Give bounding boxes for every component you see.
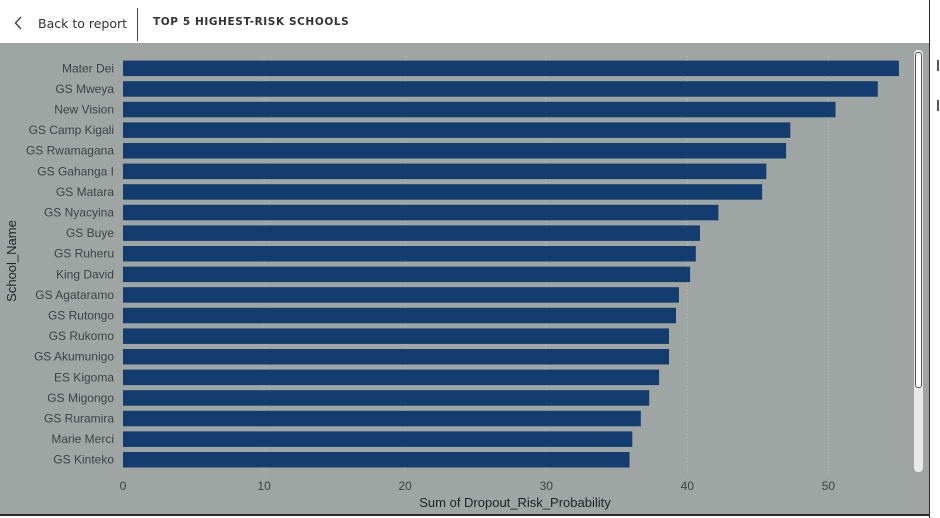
bar-chart: Mater Dei GS Mweya New Vision GS Camp Kigal… [0,43,929,514]
header-divider [137,8,138,41]
bar[interactable] [123,328,669,344]
back-to-report-button[interactable]: Back to report [14,12,127,34]
category-label: GS Nyacyina [44,206,114,220]
vertical-scrollbar[interactable] [914,50,923,472]
category-label: Marie Merci [51,432,114,446]
category-label: GS Rwamagana [26,144,114,158]
bar-chart-svg: Mater Dei GS Mweya New Vision GS Camp Kigal… [4,56,899,510]
edge-mark [937,100,939,111]
bar[interactable] [123,163,767,180]
bar[interactable] [123,143,787,159]
category-label: GS Akumunigo [34,350,114,364]
x-tick-label: 50 [822,479,836,493]
x-tick-label: 30 [540,479,554,493]
bar[interactable] [123,246,696,262]
bar[interactable] [123,225,700,241]
category-label: GS Kinteko [53,453,114,467]
bar[interactable] [123,266,691,283]
bar[interactable] [123,122,791,138]
category-label: ES Kigoma [54,370,114,384]
bar[interactable] [123,287,679,303]
scrollbar-thumb[interactable] [915,52,922,388]
page-title: TOP 5 HIGHEST-RISK SCHOOLS [153,16,350,28]
x-tick-label: 20 [398,479,412,493]
bar[interactable] [123,349,669,365]
category-label: GS Agataramo [35,288,114,302]
bar[interactable] [123,452,630,468]
category-label: GS Matara [56,185,114,199]
bar[interactable] [123,101,836,118]
category-label: GS Buye [66,226,114,240]
bar[interactable] [123,204,719,221]
back-button-label: Back to report [38,15,128,31]
y-axis-label: School_Name [4,220,19,302]
bar[interactable] [123,81,878,97]
header-bar: Back to report TOP 5 HIGHEST-RISK SCHOOL… [0,0,929,43]
category-label: GS Ruramira [44,412,114,426]
category-label: GS Rukomo [49,329,115,343]
category-label: GS Mweya [55,82,114,96]
category-label: King David [56,267,114,281]
bar[interactable] [123,369,660,386]
chevron-left-icon [14,16,22,30]
x-axis-label: Sum of Dropout_Risk_Probability [419,495,611,510]
category-label: GS Rutongo [48,309,114,323]
bar[interactable] [123,184,763,200]
x-tick-label: 40 [681,479,695,493]
window-right-border [929,0,930,518]
x-tick-label: 10 [257,479,271,493]
category-label: New Vision [54,103,114,117]
bar[interactable] [123,390,650,406]
category-label: GS Ruheru [54,247,114,261]
bar[interactable] [123,431,633,447]
bar[interactable] [123,60,899,77]
bar[interactable] [123,307,676,324]
x-tick-label: 0 [120,479,127,493]
category-label: GS Gahanga I [37,164,114,178]
window-bottom-border [0,514,929,516]
category-label: GS Migongo [47,391,114,405]
bar[interactable] [123,410,641,427]
category-label: GS Camp Kigali [29,123,114,137]
edge-mark [937,60,939,71]
category-label: Mater Dei [62,61,114,75]
